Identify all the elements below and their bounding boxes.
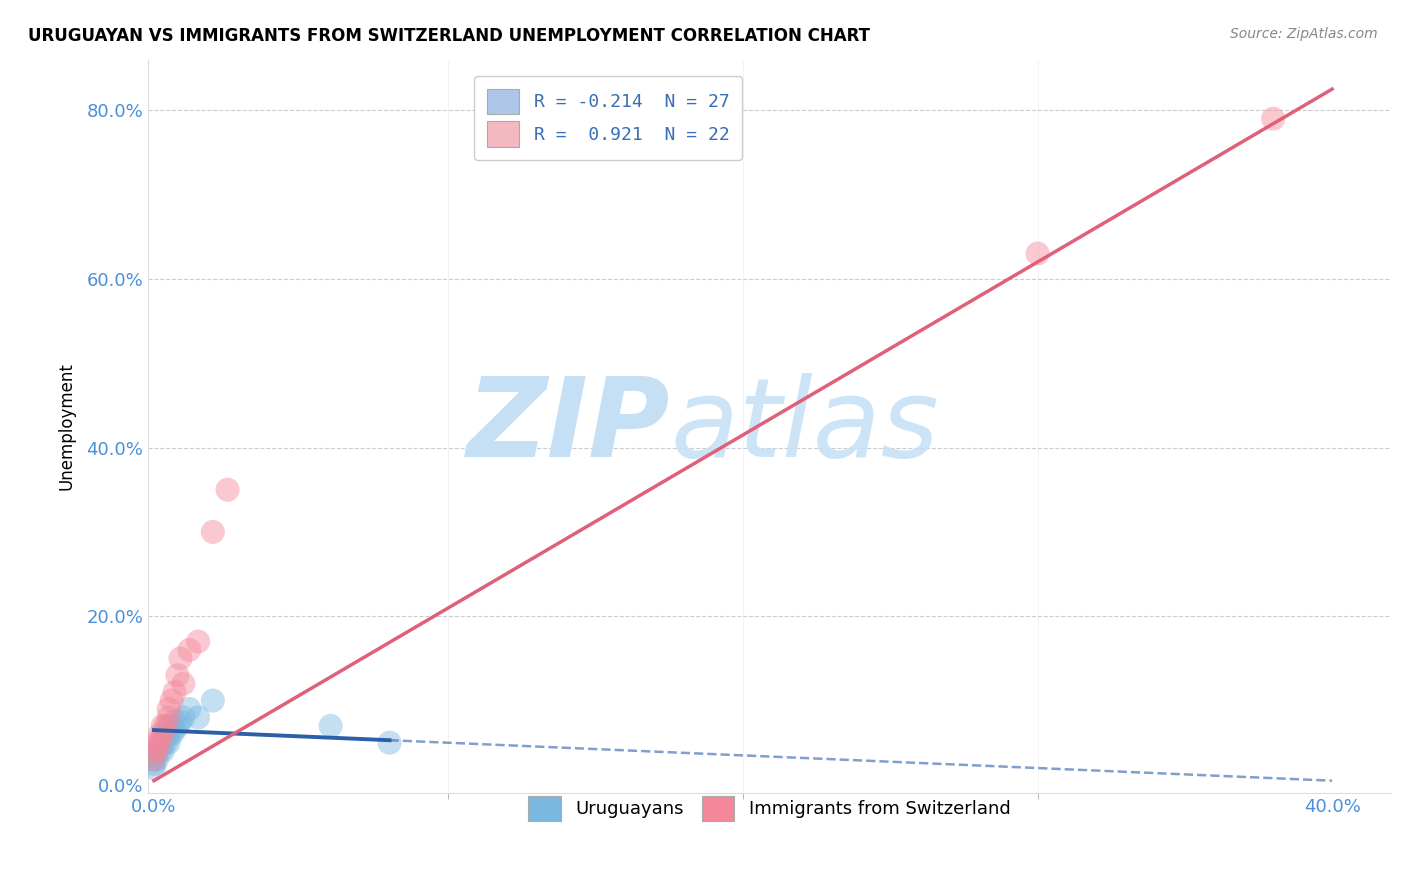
Text: ZIP: ZIP [467, 373, 671, 480]
Point [152, 736, 174, 750]
Point [149, 727, 172, 741]
Point [160, 693, 183, 707]
Point [166, 719, 188, 733]
Point [201, 693, 224, 707]
Point [187, 634, 209, 648]
Point [149, 736, 172, 750]
Text: atlas: atlas [671, 373, 939, 480]
Point [155, 727, 177, 741]
Text: URUGUAYAN VS IMMIGRANTS FROM SWITZERLAND UNEMPLOYMENT CORRELATION CHART: URUGUAYAN VS IMMIGRANTS FROM SWITZERLAND… [28, 27, 870, 45]
Point [1026, 246, 1049, 260]
Point [142, 753, 165, 767]
Legend: Uruguayans, Immigrants from Switzerland: Uruguayans, Immigrants from Switzerland [515, 781, 1025, 836]
Point [319, 719, 342, 733]
Point [146, 744, 169, 758]
Point [142, 748, 165, 763]
Point [142, 756, 165, 771]
Point [157, 736, 180, 750]
Point [169, 714, 191, 729]
Point [152, 727, 174, 741]
Point [149, 736, 172, 750]
Point [152, 719, 174, 733]
Point [155, 719, 177, 733]
Point [378, 736, 401, 750]
Point [142, 744, 165, 758]
Point [179, 702, 201, 716]
Point [142, 761, 165, 775]
Point [160, 719, 183, 733]
Point [146, 753, 169, 767]
Point [187, 710, 209, 724]
Point [163, 714, 186, 729]
Point [157, 719, 180, 733]
Point [157, 727, 180, 741]
Point [146, 744, 169, 758]
Point [169, 651, 191, 665]
Point [146, 736, 169, 750]
Point [157, 710, 180, 724]
Point [217, 483, 239, 497]
Point [163, 685, 186, 699]
Point [160, 727, 183, 741]
Point [201, 524, 224, 539]
Point [142, 753, 165, 767]
Point [157, 702, 180, 716]
Point [172, 710, 194, 724]
Point [166, 668, 188, 682]
Point [152, 744, 174, 758]
Point [149, 744, 172, 758]
Point [179, 643, 201, 657]
Point [155, 736, 177, 750]
Point [1263, 112, 1285, 126]
Point [163, 723, 186, 737]
Y-axis label: Unemployment: Unemployment [58, 362, 75, 491]
Point [172, 676, 194, 690]
Text: Source: ZipAtlas.com: Source: ZipAtlas.com [1230, 27, 1378, 41]
